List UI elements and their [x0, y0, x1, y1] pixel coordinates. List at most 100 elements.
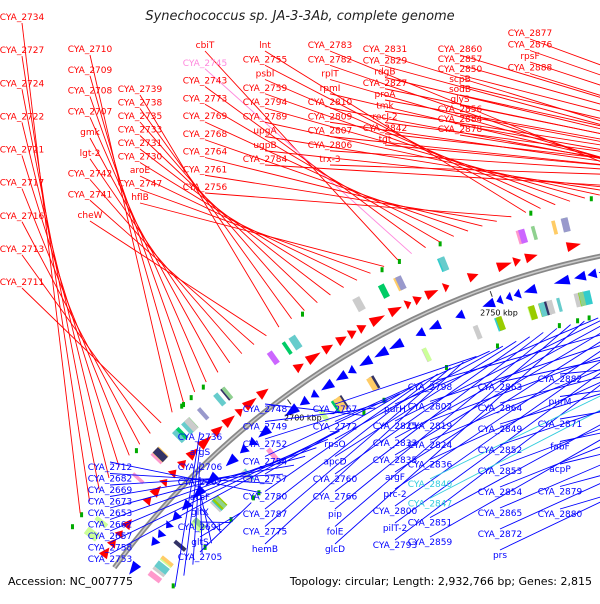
gene-label: CYA_2787 [243, 510, 288, 520]
gene-leader-line [89, 137, 219, 373]
gene-label: CYA_2721 [0, 146, 44, 156]
trna-marker [134, 448, 138, 454]
gene-label: CYA_2662 [88, 521, 133, 531]
reverse-gene-arrow [574, 270, 587, 281]
gene-leader-line [499, 464, 600, 509]
gene-label: CYA_2854 [478, 488, 523, 498]
reverse-gene-arrow [310, 389, 320, 398]
gene-label: rpsO [324, 440, 345, 450]
gene-leader-line [139, 175, 358, 281]
feature-block-inner [152, 566, 166, 578]
gene-label: CYA_2733 [118, 126, 163, 136]
forward-gene-arrow [403, 300, 412, 310]
forward-gene-arrow [185, 448, 199, 461]
feature-block-outer [221, 386, 234, 400]
feature-block-inner [573, 292, 582, 308]
gene-label: CYA_2708 [68, 87, 113, 97]
gene-label: CYA_2705 [178, 553, 223, 563]
gene-label: rpsF [520, 52, 539, 62]
gene-leader-line [329, 50, 600, 162]
feature-block-outer [196, 407, 210, 421]
forward-gene-arrow [196, 435, 212, 450]
gene-label: scpB [449, 75, 471, 85]
gene-label: purH [384, 405, 406, 415]
gene-label: CYA_2856 [438, 105, 483, 115]
gene-leader-line [204, 192, 512, 218]
gene-label: CYA_2758 [88, 544, 133, 554]
reverse-gene-arrow [374, 345, 390, 358]
gene-label: CYA_2842 [363, 124, 408, 134]
gene-label: trx-3 [319, 155, 340, 165]
feature-block-outer [517, 228, 529, 244]
gene-leader-line [394, 317, 599, 405]
gene-leader-line [499, 393, 600, 425]
gene-label: lgt-2 [80, 149, 101, 159]
kbp-tick-mark [287, 399, 292, 405]
forward-gene-arrow [335, 336, 347, 347]
feature-block-inner [556, 297, 563, 313]
gene-leader-line [109, 455, 306, 509]
gene-label: ugpB [253, 141, 276, 151]
genome-title: Synechococcus sp. JA-3-3Ab, complete gen… [145, 9, 455, 24]
gene-leader-line [329, 136, 600, 165]
gene-leader-line [21, 155, 120, 467]
trna-marker [444, 364, 448, 370]
reverse-gene-arrow [389, 337, 405, 350]
gene-leader-line [264, 64, 541, 209]
gene-label: upgA [253, 127, 277, 137]
gene-label: purM [549, 398, 572, 408]
gene-label: CYA_2755 [243, 55, 288, 65]
feature-block-outer [152, 449, 166, 463]
feature-block-inner [578, 291, 587, 307]
gene-label: CYA_2825 [373, 422, 418, 432]
gene-label: CYA_2882 [538, 375, 583, 385]
forward-gene-arrow [565, 242, 581, 253]
gene-leader-line [334, 328, 558, 510]
trna-marker [251, 495, 255, 501]
trna-marker [362, 410, 366, 416]
forward-gene-arrow [466, 273, 479, 283]
gene-leader-line [21, 122, 110, 479]
reverse-gene-arrow [335, 369, 349, 381]
gene-leader-line [459, 54, 600, 98]
reverse-gene-arrow [359, 355, 374, 367]
trna-marker [576, 318, 580, 324]
gene-label: CYA_2730 [118, 153, 163, 163]
gene-label: CYA_2772 [313, 423, 358, 433]
gene-label: CYA_2857 [438, 55, 483, 65]
gene-label: CYA_2880 [538, 510, 583, 520]
feature-block-outer [394, 275, 407, 291]
reverse-gene-arrow [482, 297, 496, 308]
gene-label: CYA_2800 [373, 507, 418, 517]
gene-label: apcD [323, 458, 346, 468]
gene-leader-line [89, 96, 196, 393]
gene-label: argF [385, 473, 405, 483]
gene-label: CYA_2775 [243, 528, 288, 538]
topology-label: Topology: circular; Length: 2,932,766 bp… [289, 575, 592, 588]
gene-leader-line [199, 521, 232, 523]
trna-marker [557, 323, 561, 329]
gene-leader-line [264, 121, 600, 196]
gene-label: aroE [130, 166, 151, 176]
gene-leader-line [264, 164, 600, 186]
gene-label: CYA_2682 [88, 475, 133, 485]
gene-leader-line [384, 110, 600, 146]
gene-leader-line [89, 199, 255, 345]
gene-label: hemB [252, 545, 278, 555]
gene-label: CYA_2752 [243, 440, 288, 450]
gene-label: CYA_2691 [178, 523, 223, 533]
gene-leader-line [89, 117, 207, 383]
gene-leader-line [459, 124, 600, 150]
forward-gene-arrow [512, 257, 521, 267]
gene-label: CYA_2865 [478, 509, 523, 519]
gene-label: CYA_2852 [478, 446, 523, 456]
gene-leader-line [394, 384, 600, 541]
gene-leader-line [384, 144, 600, 166]
forward-gene-arrow [176, 459, 187, 470]
reverse-gene-arrow [192, 484, 207, 500]
gene-label: CYA_2819 [408, 422, 453, 432]
feature-block-outer [175, 426, 189, 440]
trna-marker [495, 343, 499, 349]
gene-label: CYA_2780 [243, 493, 288, 503]
gene-label: CYA_2782 [308, 55, 353, 65]
